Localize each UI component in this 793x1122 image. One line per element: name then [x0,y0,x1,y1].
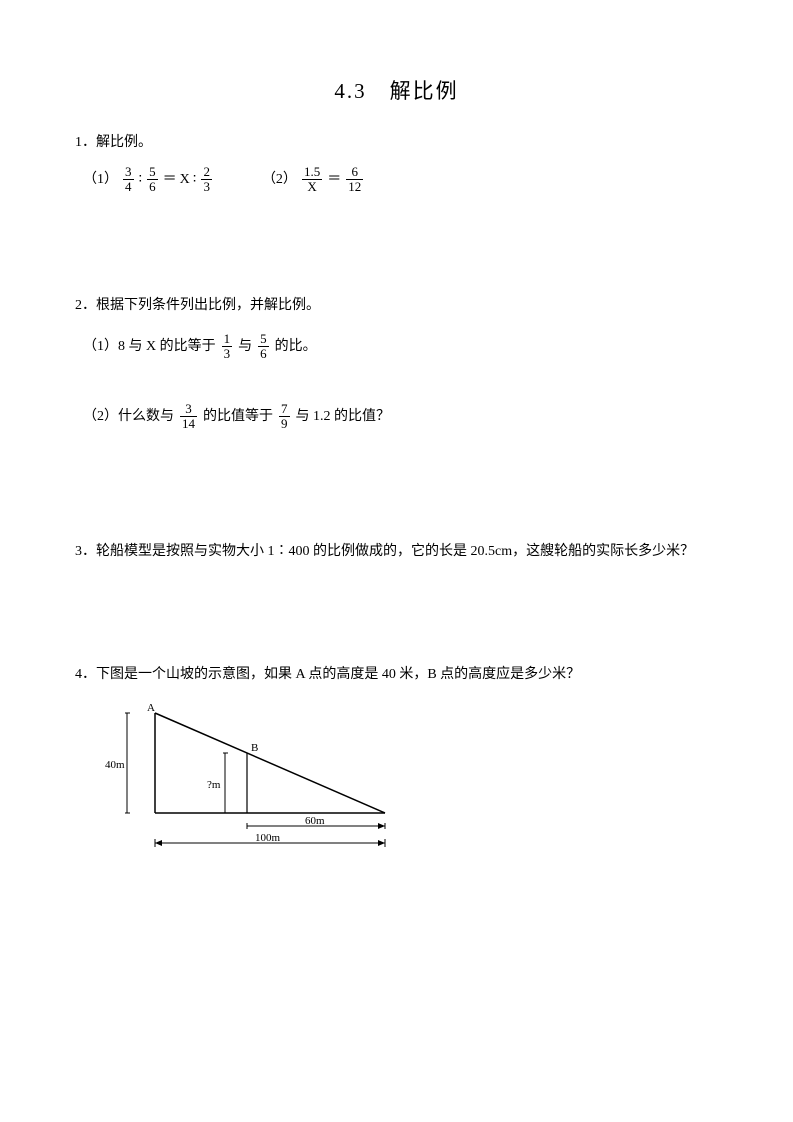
label-100m: 100m [255,832,281,844]
label-40m: 40m [105,759,125,771]
d100-arrow-r [378,840,385,846]
eq1-label: （1） [83,167,118,192]
label-b: B [251,742,258,754]
problem-3: 3．轮船模型是按照与实物大小 1∶400 的比例做成的，它的长是 20.5cm，… [75,539,718,564]
eq2-frac1: 1.5 X [302,165,322,195]
problem-2: 2．根据下列条件列出比例，并解比例。 （1）8 与 X 的比等于 1 3 与 5… [75,293,718,431]
p2s1-frac1: 1 3 [222,332,233,362]
equals: ＝ [327,167,341,192]
eq1-frac2: 5 6 [147,165,158,195]
problem-1-equations: （1） 3 4 ∶ 5 6 ＝ X ∶ 2 3 （ [83,165,718,195]
problem-2-sub2: （2）什么数与 3 14 的比值等于 7 9 与 1.2 的比值？ [83,402,718,432]
problem-4: 4．下图是一个山坡的示意图，如果 A 点的高度是 40 米，B 点的高度应是多少… [75,662,718,871]
problem-1-heading: 1．解比例。 [75,130,718,155]
d100-arrow-l [155,840,162,846]
p2s2-frac1: 3 14 [180,402,197,432]
eq1-var: X [180,167,190,192]
eq1-frac3: 2 3 [201,165,212,195]
hypotenuse [155,713,385,813]
eq2-frac2: 6 12 [346,165,363,195]
problem-3-text: 3．轮船模型是按照与实物大小 1∶400 的比例做成的，它的长是 20.5cm，… [75,539,718,564]
p2s2-mid: 的比值等于 [203,404,273,429]
colon: ∶ [193,167,197,192]
problem-4-text: 4．下图是一个山坡的示意图，如果 A 点的高度是 40 米，B 点的高度应是多少… [75,662,718,687]
equals: ＝ [163,167,177,192]
p2s1-mid: 与 [238,334,252,359]
label-a: A [147,703,155,714]
d60-arrow [378,823,385,829]
label-60m: 60m [305,815,325,827]
page-title: 4.3 解比例 [75,75,718,105]
eq2: （2） 1.5 X ＝ 6 12 [262,165,365,195]
p2s1-pre: （1）8 与 X 的比等于 [83,334,216,359]
p2s2-post: 与 1.2 的比值？ [296,404,391,429]
slope-svg: A B 40m ?m 60m [105,703,405,863]
eq2-label: （2） [262,167,297,192]
problem-2-heading: 2．根据下列条件列出比例，并解比例。 [75,293,718,318]
slope-diagram: A B 40m ?m 60m [105,703,718,872]
problem-2-sub1: （1）8 与 X 的比等于 1 3 与 5 6 的比。 [83,332,718,362]
label-qm: ?m [207,779,221,791]
colon: ∶ [139,167,143,192]
eq1: （1） 3 4 ∶ 5 6 ＝ X ∶ 2 3 [83,165,214,195]
p2s2-frac2: 7 9 [279,402,290,432]
problem-1: 1．解比例。 （1） 3 4 ∶ 5 6 ＝ X ∶ 2 3 [75,130,718,195]
eq1-frac1: 3 4 [123,165,134,195]
p2s1-post: 的比。 [275,334,317,359]
p2s2-pre: （2）什么数与 [83,404,174,429]
p2s1-frac2: 5 6 [258,332,269,362]
